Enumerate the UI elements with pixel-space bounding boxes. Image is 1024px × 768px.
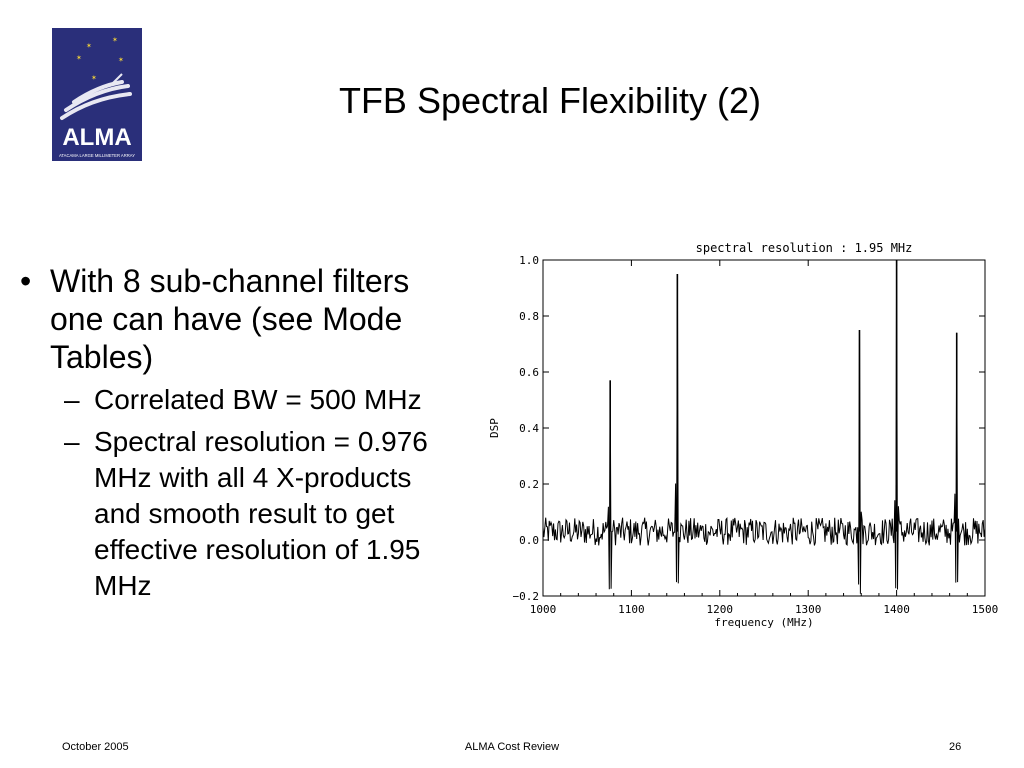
svg-text:✶: ✶	[86, 42, 92, 50]
star-icon: ✶ ✶ ✶ ✶ ✶	[76, 36, 124, 82]
sub-bullet-dash: –	[64, 426, 80, 457]
slide-title: TFB Spectral Flexibility (2)	[338, 80, 762, 121]
x-tick-label: 1100	[618, 603, 645, 616]
spectrum-chart: spectral resolution : 1.95 MHz 1000 1100 12…	[488, 241, 999, 629]
bullet-main: • With 8 sub-channel filters one can hav…	[20, 262, 440, 376]
antenna-icon	[60, 80, 132, 120]
svg-text:✶: ✶	[112, 36, 118, 44]
y-tick-label: 0.4	[519, 422, 539, 435]
sub-bullet: – Spectral resolution = 0.976 MHz with a…	[20, 424, 440, 604]
x-tick-label: 1500	[972, 603, 999, 616]
x-tick-label: 1000	[530, 603, 557, 616]
y-tick-label: 0.8	[519, 310, 539, 323]
x-tick-label: 1200	[707, 603, 734, 616]
spectrum-line	[542, 259, 986, 594]
sub-bullet: – Correlated BW = 500 MHz	[20, 382, 440, 418]
y-tick-label: 0.2	[519, 478, 539, 491]
y-tick-label: 0.0	[519, 534, 539, 547]
sub-bullet-text: Spectral resolution = 0.976 MHz with all…	[94, 426, 428, 601]
chart-title: spectral resolution : 1.95 MHz	[696, 241, 913, 255]
y-tick-label: 0.6	[519, 366, 539, 379]
svg-text:✶: ✶	[91, 74, 97, 82]
footer-title: ALMA Cost Review	[464, 741, 560, 753]
svg-text:✶: ✶	[76, 54, 82, 62]
x-tick-label: 1400	[883, 603, 910, 616]
svg-text:✶: ✶	[118, 56, 124, 64]
alma-logo: ✶ ✶ ✶ ✶ ✶ ALMA ATACAMA LARGE MILLIMETER …	[52, 28, 142, 161]
bullet-main-text: With 8 sub-channel filters one can have …	[50, 263, 410, 375]
logo-subtitle: ATACAMA LARGE MILLIMETER ARRAY	[59, 153, 135, 158]
sub-bullet-dash: –	[64, 384, 80, 415]
footer-page-number: 26	[949, 741, 962, 753]
logo-text: ALMA	[62, 124, 131, 151]
x-axis-label: frequency (MHz)	[714, 616, 813, 629]
x-tick-label: 1300	[795, 603, 822, 616]
footer-date: October 2005	[62, 741, 129, 753]
bullet-dot: •	[20, 263, 32, 299]
y-tick-label: −0.2	[513, 590, 540, 603]
y-tick-label: 1.0	[519, 254, 539, 267]
y-axis-label: DSP	[488, 418, 501, 438]
sub-bullet-text: Correlated BW = 500 MHz	[94, 384, 422, 415]
bullet-list: • With 8 sub-channel filters one can hav…	[20, 262, 440, 604]
